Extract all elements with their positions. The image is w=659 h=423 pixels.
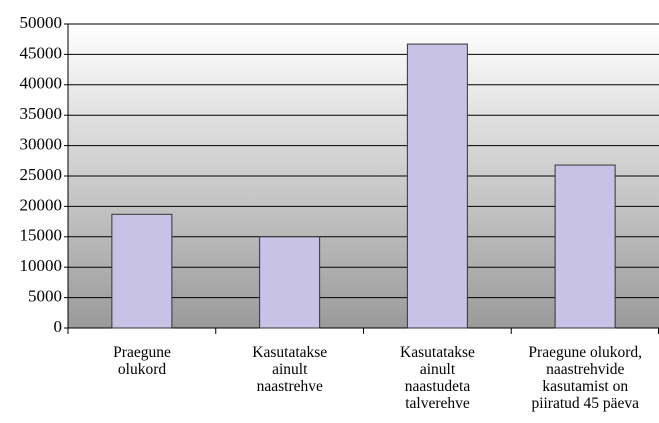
y-tick-label: 40000 — [20, 74, 63, 93]
y-tick-label: 25000 — [20, 165, 63, 184]
bar — [111, 213, 173, 329]
y-tick-label: 0 — [54, 317, 63, 336]
x-tick-label: Praegune olukord, naastrehvide kasutamis… — [528, 344, 643, 412]
x-tick-label: Kasutatakse ainult naastudeta talverehve — [400, 344, 475, 412]
y-tick-label: 35000 — [20, 104, 63, 123]
y-tick-label: 15000 — [20, 226, 63, 245]
x-tick-label: Praegune olukord — [113, 344, 171, 378]
y-tick-label: 10000 — [20, 256, 63, 275]
y-tick-label: 30000 — [20, 135, 63, 154]
y-tick-label: 45000 — [20, 43, 63, 62]
x-tick-label: Kasutatakse ainult naastrehve — [252, 344, 328, 395]
bar — [406, 43, 468, 329]
bar — [259, 236, 321, 329]
y-tick-label: 50000 — [20, 13, 63, 32]
y-tick-label: 20000 — [20, 195, 63, 214]
y-tick-label: 5000 — [28, 287, 62, 306]
bar — [554, 164, 616, 329]
